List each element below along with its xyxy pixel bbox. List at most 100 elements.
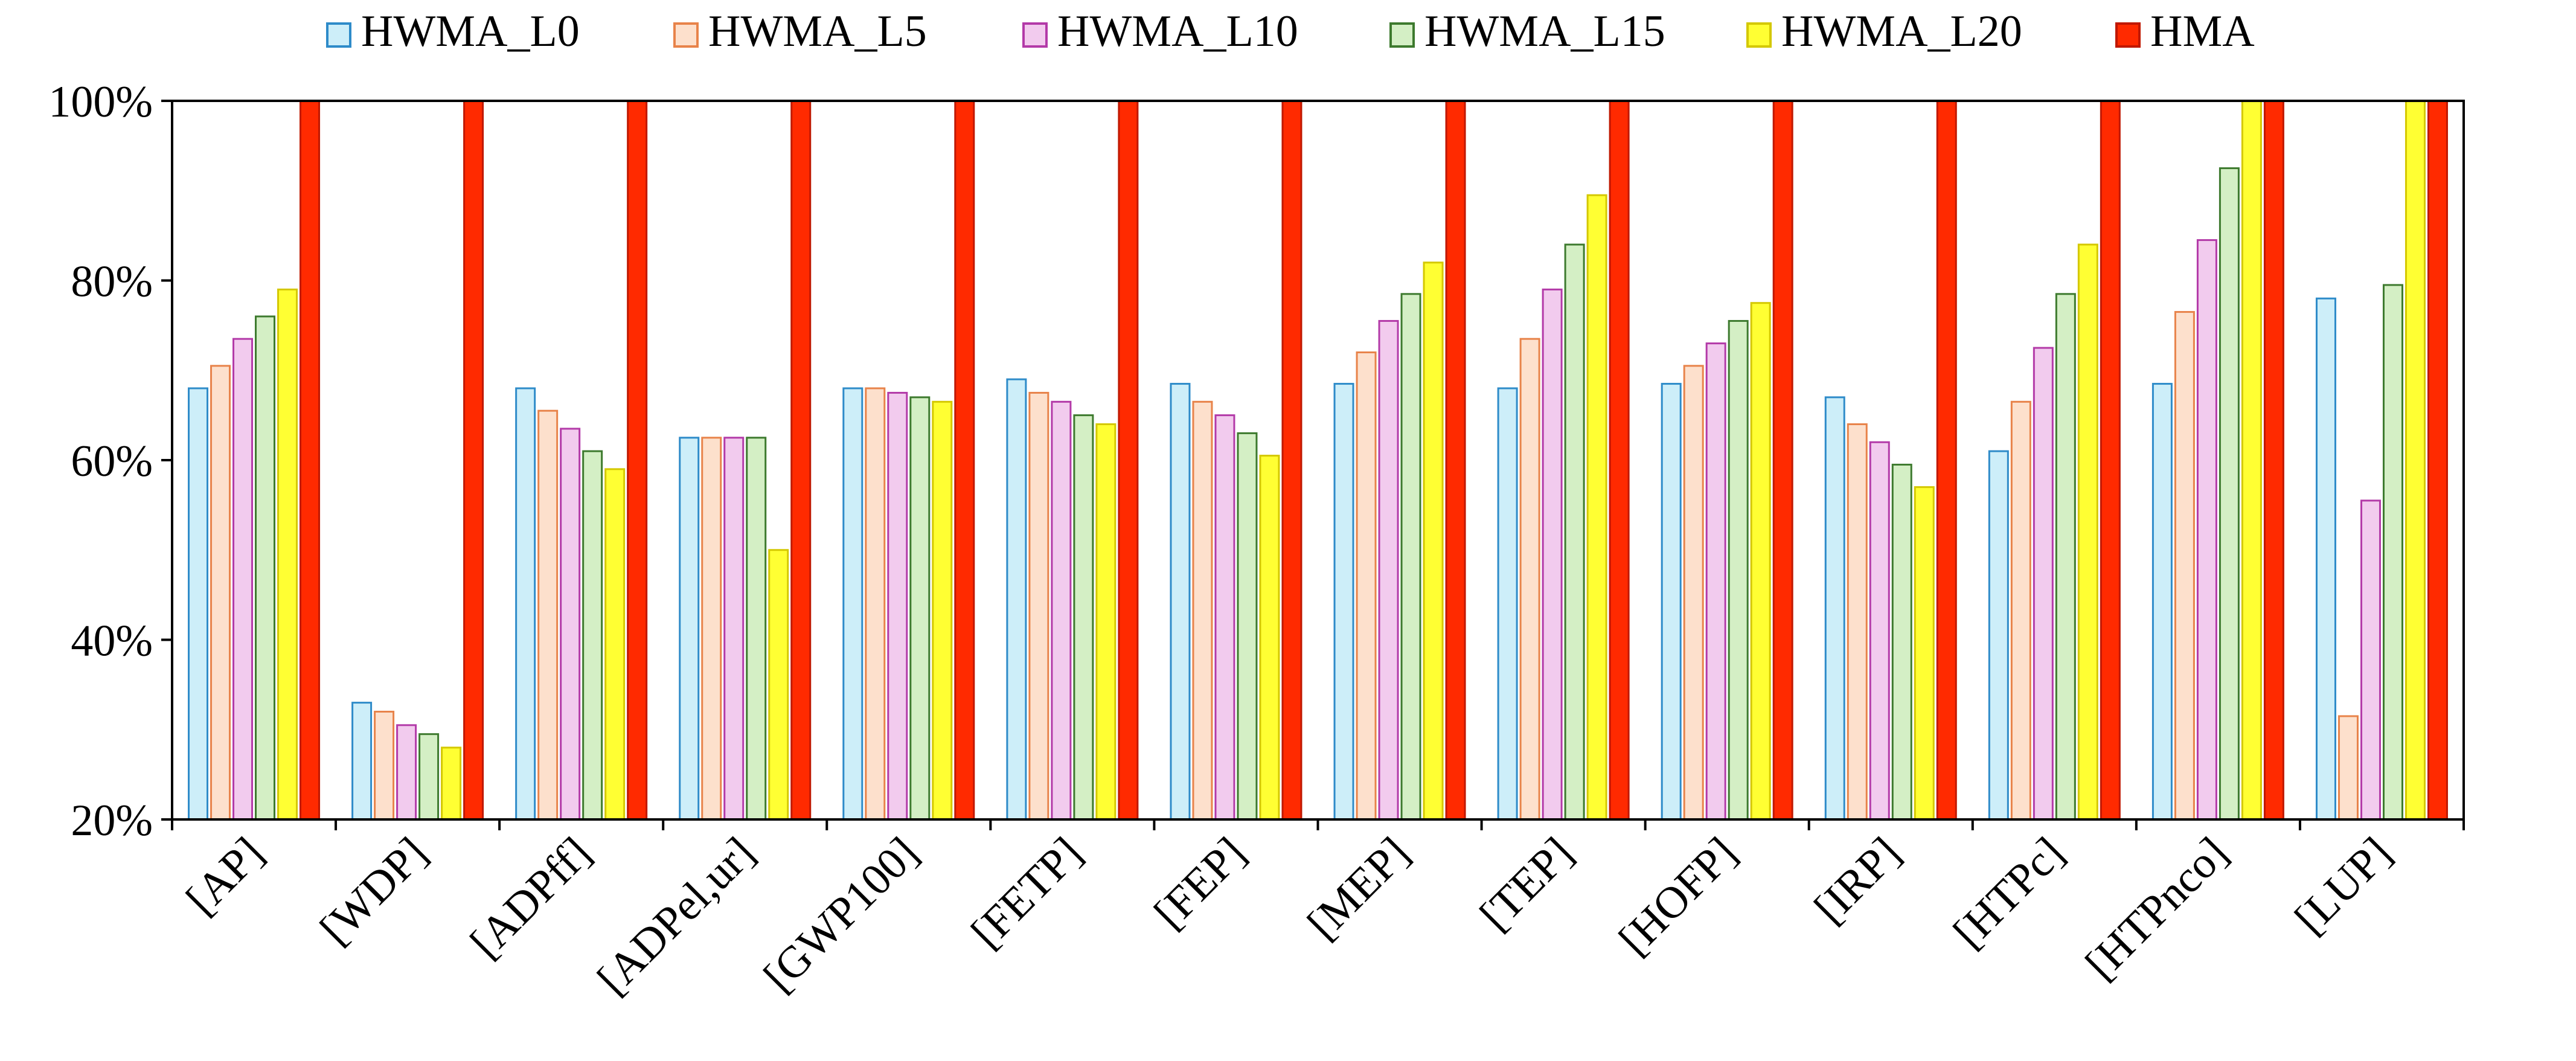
bar-hwma-l10-gwp100 xyxy=(887,391,908,821)
bar-hwma-l5-wdp xyxy=(374,711,395,821)
bar-hwma-l20-htpnco xyxy=(2241,100,2262,821)
x-tick-label: [IRP] xyxy=(1805,828,1910,933)
bar-hwma-l5-adpel-ur xyxy=(701,437,722,821)
x-tick-label: [ADPel,ur] xyxy=(588,828,764,1004)
x-tick-label: [HTPnco] xyxy=(2076,828,2237,989)
bar-hwma-l5-tep xyxy=(1519,338,1540,821)
bar-hwma-l5-mep xyxy=(1356,351,1377,821)
bar-hwma-l10-htpnco xyxy=(2196,239,2217,821)
bar-hwma-l20-tep xyxy=(1586,194,1607,821)
series-hwma-l10 xyxy=(232,239,2381,821)
series-hma xyxy=(300,100,2448,821)
x-tick-label: [GWP100] xyxy=(754,828,928,1002)
bar-hwma-l15-tep xyxy=(1564,243,1585,821)
bar-hwma-l0-htpc xyxy=(1988,450,2009,821)
bar-hwma-l10-wdp xyxy=(396,724,417,821)
x-tick-label: [TEP] xyxy=(1470,828,1583,940)
bar-hwma-l0-mep xyxy=(1333,383,1354,821)
bar-hwma-l15-fetp xyxy=(1073,414,1094,821)
bar-hwma-l5-gwp100 xyxy=(865,387,886,821)
legend-swatch xyxy=(1746,22,1772,48)
bar-hwma-l15-hofp xyxy=(1728,319,1749,821)
bar-hma-adpff xyxy=(627,100,648,821)
x-tick-label: [FETP] xyxy=(962,828,1092,958)
series-hwma-l5 xyxy=(210,311,2359,821)
legend-swatch xyxy=(1389,22,1415,48)
legend-item-hwma-l0: HWMA_L0 xyxy=(326,7,580,56)
legend-label: HMA xyxy=(2150,7,2255,56)
bar-hwma-l15-fep xyxy=(1237,432,1258,821)
bar-hma-tep xyxy=(1609,100,1630,821)
bar-hwma-l10-adpff xyxy=(560,428,581,821)
bar-hma-htpc xyxy=(2100,100,2121,821)
series-hwma-l20 xyxy=(277,100,2426,821)
x-tick-label: [AP] xyxy=(177,828,274,925)
bar-hwma-l0-adpel-ur xyxy=(679,437,700,821)
bar-hma-fep xyxy=(1281,100,1302,821)
bar-hma-wdp xyxy=(463,100,484,821)
bar-hwma-l20-hofp xyxy=(1750,302,1771,821)
x-tick-label: [MEP] xyxy=(1298,828,1419,949)
bar-hwma-l0-adpff xyxy=(515,387,536,821)
bar-hwma-l15-htpc xyxy=(2055,293,2076,821)
bar-hwma-l20-adpel-ur xyxy=(768,549,789,821)
bar-hwma-l5-lup xyxy=(2337,715,2359,821)
bar-hma-ap xyxy=(300,100,321,821)
x-tick-label: [HOFP] xyxy=(1610,828,1747,965)
bar-hma-gwp100 xyxy=(954,100,975,821)
x-tick-label: [ADPff] xyxy=(461,828,600,967)
bar-hwma-l10-fetp xyxy=(1051,400,1072,821)
legend-label: HWMA_L5 xyxy=(708,7,927,56)
bar-hwma-l15-gwp100 xyxy=(909,396,931,821)
x-tick-label: [LUP] xyxy=(2286,828,2401,944)
bar-hwma-l15-irp xyxy=(1891,463,1912,821)
bar-hwma-l0-gwp100 xyxy=(842,387,863,821)
legend-item-hwma-l15: HWMA_L15 xyxy=(1389,7,1665,56)
bar-hwma-l5-fetp xyxy=(1028,391,1049,821)
y-tick-label: 40% xyxy=(71,617,153,666)
bar-hma-lup xyxy=(2427,100,2448,821)
bar-hwma-l20-mep xyxy=(1423,261,1444,821)
legend-item-hwma-l20: HWMA_L20 xyxy=(1746,7,2022,56)
legend-item-hma: HMA xyxy=(2115,7,2255,56)
legend: HWMA_L0 HWMA_L5 HWMA_L10 HWMA_L15 HWMA_L20 HM… xyxy=(326,7,2255,56)
bar-hwma-l10-fep xyxy=(1214,414,1235,821)
bar-hwma-l0-wdp xyxy=(351,702,373,821)
bar-hwma-l5-adpff xyxy=(537,409,559,821)
bar-hwma-l0-htpnco xyxy=(2151,383,2173,821)
bar-hwma-l0-hofp xyxy=(1661,383,1682,821)
bar-hwma-l20-htpc xyxy=(2077,243,2098,821)
bar-hwma-l20-fetp xyxy=(1095,423,1117,821)
bars xyxy=(188,100,2448,821)
legend-label: HWMA_L0 xyxy=(361,7,580,56)
bar-hwma-l15-adpff xyxy=(582,450,603,821)
bar-hwma-l0-fetp xyxy=(1006,378,1027,821)
bar-hwma-l15-ap xyxy=(255,315,276,821)
bar-hwma-l5-fep xyxy=(1192,400,1213,821)
legend-item-hwma-l5: HWMA_L5 xyxy=(673,7,927,56)
bar-hwma-l10-ap xyxy=(232,338,254,821)
bar-hwma-l15-htpnco xyxy=(2219,167,2240,821)
bar-hwma-l0-fep xyxy=(1170,383,1191,821)
bar-hma-htpnco xyxy=(2263,100,2284,821)
legend-swatch xyxy=(673,22,699,48)
y-tick-label: 20% xyxy=(71,796,153,845)
bar-hwma-l5-htpnco xyxy=(2174,311,2195,821)
bar-hwma-l5-htpc xyxy=(2010,400,2031,821)
bar-hwma-l20-adpff xyxy=(604,468,626,821)
legend-label: HWMA_L10 xyxy=(1057,7,1298,56)
bar-hwma-l0-irp xyxy=(1824,396,1845,821)
bar-hwma-l20-gwp100 xyxy=(932,400,953,821)
bar-hwma-l10-tep xyxy=(1542,288,1563,821)
bar-hwma-l10-adpel-ur xyxy=(723,437,745,821)
legend-swatch xyxy=(2115,22,2141,48)
bar-hwma-l10-htpc xyxy=(2033,347,2054,821)
bar-hwma-l10-irp xyxy=(1869,441,1890,821)
bar-hma-hofp xyxy=(1772,100,1793,821)
bar-hwma-l15-mep xyxy=(1400,293,1421,821)
bar-hwma-l20-wdp xyxy=(441,746,462,821)
bar-hwma-l20-fep xyxy=(1259,455,1280,821)
x-tick-label: [FEP] xyxy=(1145,828,1255,938)
